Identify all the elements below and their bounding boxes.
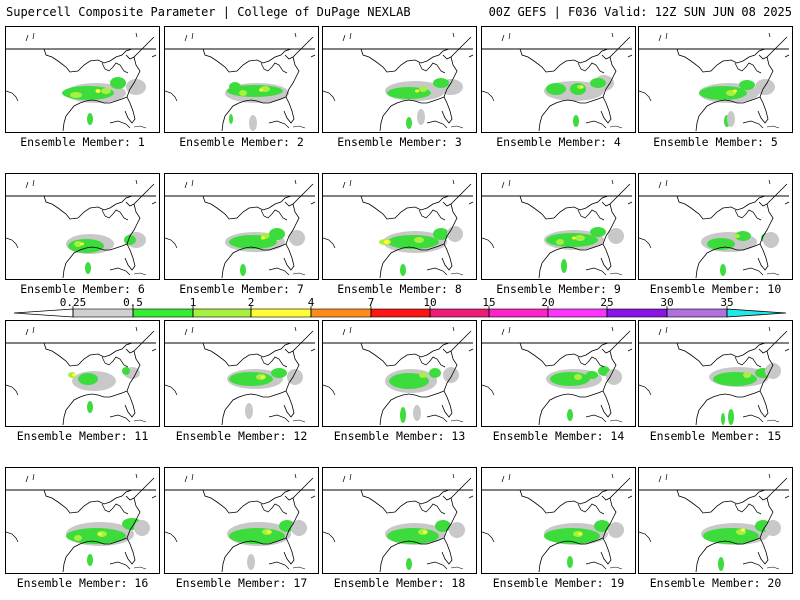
map-field-svg <box>639 473 790 573</box>
run-valid-time: 00Z GEFS | F036 Valid: 12Z SUN JUN 08 20… <box>488 5 792 19</box>
map-field-svg <box>639 326 790 426</box>
ensemble-member-map <box>322 26 477 133</box>
map-field-svg <box>165 473 316 573</box>
ensemble-member-map <box>638 26 793 133</box>
ensemble-member-map <box>5 467 160 574</box>
ensemble-member-map <box>322 320 477 427</box>
ensemble-member-label: Ensemble Member: 11 <box>16 429 149 443</box>
colorbar-tick-label: 4 <box>307 296 315 309</box>
colorbar-tick-label: 0.25 <box>59 296 87 309</box>
ensemble-member-map <box>164 320 319 427</box>
ensemble-member-label: Ensemble Member: 2 <box>179 135 304 149</box>
colorbar-tick-label: 7 <box>367 296 375 309</box>
colorbar-over-arrow <box>726 308 787 318</box>
ensemble-member-map <box>481 467 636 574</box>
ensemble-member-map <box>481 173 636 280</box>
ensemble-member-map <box>638 320 793 427</box>
colorbar-segment <box>488 308 549 318</box>
colorbar-segment <box>666 308 728 318</box>
ensemble-member-label: Ensemble Member: 10 <box>649 282 782 296</box>
ensemble-member-label: Ensemble Member: 18 <box>333 576 466 590</box>
map-field-svg <box>482 473 633 573</box>
ensemble-member-label: Ensemble Member: 17 <box>175 576 308 590</box>
map-field-svg <box>6 473 157 573</box>
ensemble-member-label: Ensemble Member: 15 <box>649 429 782 443</box>
ensemble-member-label: Ensemble Member: 8 <box>337 282 462 296</box>
ensemble-member-map <box>481 320 636 427</box>
map-field-svg <box>482 179 633 279</box>
colorbar-tick-label: 20 <box>541 296 555 309</box>
map-field-svg <box>639 32 790 132</box>
map-field-svg <box>165 326 316 426</box>
colorbar-tick-label: 1 <box>189 296 197 309</box>
ensemble-member-map <box>638 467 793 574</box>
ensemble-member-label: Ensemble Member: 4 <box>496 135 621 149</box>
colorbar-tick-label: 2 <box>247 296 255 309</box>
ensemble-member-map <box>164 173 319 280</box>
ensemble-member-label: Ensemble Member: 7 <box>179 282 304 296</box>
map-field-svg <box>482 32 633 132</box>
ensemble-member-map <box>5 173 160 280</box>
colorbar-tick-label: 35 <box>720 296 734 309</box>
colorbar-segment <box>250 308 312 318</box>
ensemble-member-map <box>5 26 160 133</box>
colorbar-segment <box>72 308 134 318</box>
ensemble-member-label: Ensemble Member: 13 <box>333 429 466 443</box>
colorbar-segment <box>547 308 608 318</box>
ensemble-member-label: Ensemble Member: 19 <box>492 576 625 590</box>
colorbar-under-arrow <box>13 308 74 318</box>
colorbar-tick-label: 15 <box>482 296 496 309</box>
map-field-svg <box>323 32 474 132</box>
colorbar-tick-label: 0.5 <box>123 296 143 309</box>
colorbar-segment <box>370 308 431 318</box>
ensemble-member-label: Ensemble Member: 9 <box>496 282 621 296</box>
map-field-svg <box>323 326 474 426</box>
ensemble-member-map <box>5 320 160 427</box>
colorbar-segment <box>132 308 194 318</box>
map-field-svg <box>6 326 157 426</box>
ensemble-member-map <box>322 467 477 574</box>
ensemble-member-map <box>638 173 793 280</box>
map-field-svg <box>6 179 157 279</box>
colorbar-segment <box>310 308 372 318</box>
map-field-svg <box>165 32 316 132</box>
colorbar-segment <box>429 308 490 318</box>
map-field-svg <box>482 326 633 426</box>
colorbar-tick-label: 10 <box>423 296 437 309</box>
page-title: Supercell Composite Parameter | College … <box>6 5 411 19</box>
colorbar-tick-label: 25 <box>600 296 614 309</box>
ensemble-member-label: Ensemble Member: 5 <box>653 135 778 149</box>
ensemble-member-map <box>164 467 319 574</box>
ensemble-member-label: Ensemble Member: 12 <box>175 429 308 443</box>
colorbar-tick-label: 30 <box>660 296 674 309</box>
colorbar-segment <box>192 308 252 318</box>
ensemble-member-map <box>481 26 636 133</box>
ensemble-member-label: Ensemble Member: 14 <box>492 429 625 443</box>
ensemble-member-label: Ensemble Member: 20 <box>649 576 782 590</box>
ensemble-member-map <box>164 26 319 133</box>
ensemble-member-label: Ensemble Member: 3 <box>337 135 462 149</box>
ensemble-member-map <box>322 173 477 280</box>
ensemble-member-label: Ensemble Member: 16 <box>16 576 149 590</box>
ensemble-member-label: Ensemble Member: 1 <box>20 135 145 149</box>
map-field-svg <box>323 179 474 279</box>
colorbar-segment <box>606 308 668 318</box>
map-field-svg <box>165 179 316 279</box>
map-field-svg <box>323 473 474 573</box>
map-field-svg <box>639 179 790 279</box>
map-field-svg <box>6 32 157 132</box>
ensemble-member-label: Ensemble Member: 6 <box>20 282 145 296</box>
